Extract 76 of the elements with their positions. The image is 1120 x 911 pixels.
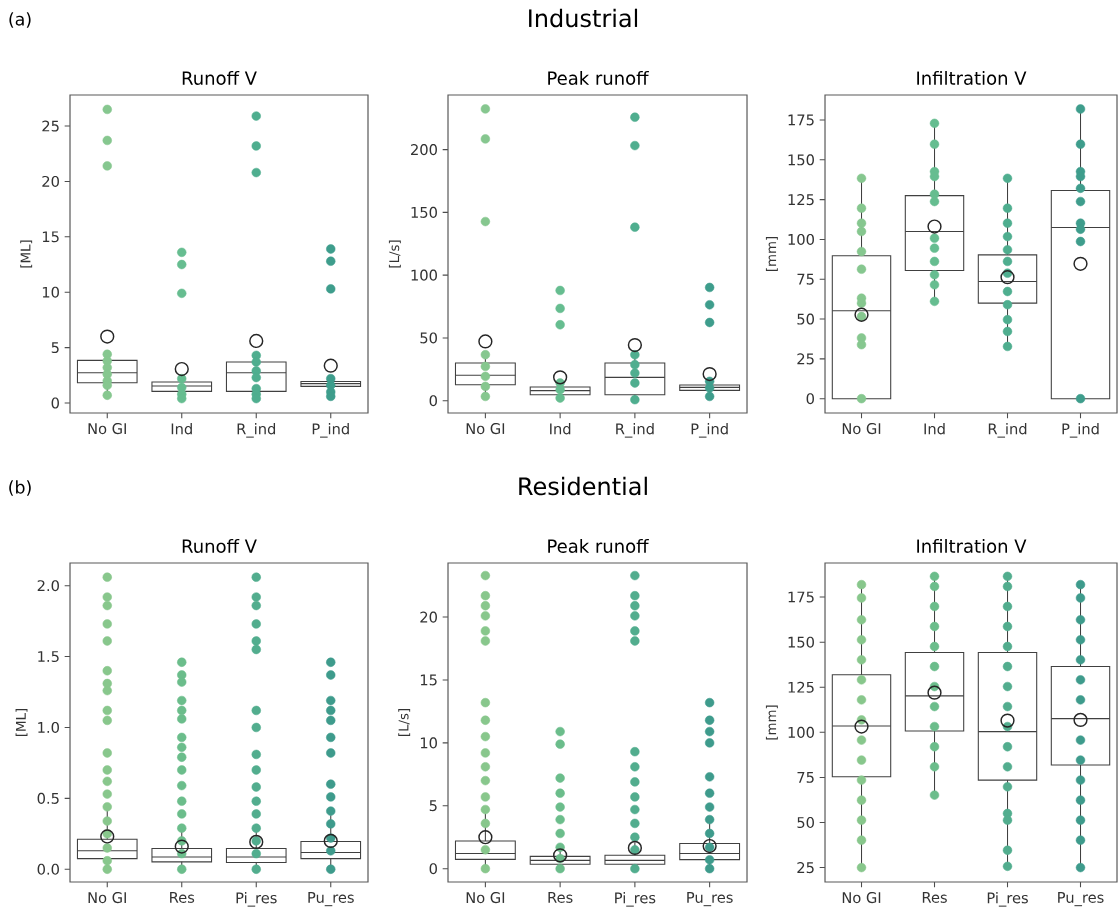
- x-tick-label: Res: [548, 892, 573, 903]
- x-tick-label: Res: [922, 892, 947, 903]
- x-tick-label: R_ind: [616, 422, 654, 438]
- y-tick-label: 1.5: [38, 651, 59, 662]
- x-tick-label: P_ind: [312, 422, 349, 438]
- y-tick-label: 0: [806, 393, 814, 405]
- y-tick-label: 10: [42, 286, 59, 298]
- y-axis-title: [L/s]: [388, 240, 401, 268]
- y-tick-label: 15: [420, 674, 437, 686]
- chart-title: Infiltration V: [917, 70, 1027, 85]
- x-tick-label: Pu_res: [687, 892, 733, 907]
- y-tick-label: 125: [788, 194, 814, 206]
- x-tick-label: No GI: [88, 423, 126, 435]
- x-tick-label: Pi_res: [236, 892, 277, 907]
- x-tick-label: Ind: [924, 423, 945, 435]
- y-tick-label: 25: [797, 862, 814, 874]
- chart-title: Infiltration V: [917, 538, 1027, 553]
- y-axis-title: [mm]: [765, 705, 778, 740]
- y-axis-title: [ML]: [15, 708, 28, 736]
- y-tick-label: 0: [429, 395, 437, 407]
- x-tick-label: P_ind: [691, 422, 728, 438]
- x-tick-label: No GI: [842, 892, 881, 904]
- x-tick-label: Ind: [171, 422, 192, 435]
- y-tick-label: 75: [797, 273, 814, 285]
- y-axis-title: [L/s]: [398, 708, 411, 736]
- y-tick-label: 1.0: [38, 721, 59, 733]
- y-tick-label: 50: [797, 313, 814, 325]
- text: Residential: [519, 476, 647, 496]
- y-tick-label: 75: [797, 771, 814, 783]
- x-tick-label: Pi_res: [615, 892, 656, 907]
- y-tick-label: 5: [51, 342, 59, 354]
- y-tick-label: 0.5: [37, 792, 59, 804]
- x-tick-label: Pu_res: [308, 892, 354, 907]
- y-tick-label: 175: [788, 114, 814, 126]
- x-tick-label: Ind: [550, 422, 571, 435]
- y-tick-label: 100: [411, 269, 437, 281]
- x-tick-label: No GI: [842, 423, 881, 435]
- y-tick-label: 5: [429, 800, 437, 812]
- x-tick-label: P_ind: [1062, 423, 1099, 438]
- x-tick-label: R_ind: [988, 423, 1027, 438]
- y-tick-label: 25: [797, 353, 814, 365]
- chart-title: Peak runoff: [548, 70, 649, 85]
- y-tick-label: 20: [420, 611, 437, 623]
- y-tick-label: 0: [429, 863, 437, 875]
- y-tick-label: 175: [788, 591, 814, 603]
- chart-title: Runoff V: [182, 70, 257, 85]
- y-tick-label: 15: [42, 231, 59, 243]
- y-tick-label: 200: [411, 144, 437, 156]
- y-tick-label: 100: [788, 726, 814, 738]
- x-tick-label: No GI: [466, 423, 505, 435]
- y-tick-label: 0.0: [37, 863, 59, 875]
- y-tick-label: 150: [788, 154, 814, 166]
- y-tick-label: 150: [411, 206, 437, 218]
- chart-title: Peak runoff: [548, 538, 649, 553]
- y-tick-label: 25: [42, 120, 59, 132]
- y-axis-title: [mm]: [765, 236, 778, 271]
- y-tick-label: 20: [42, 175, 59, 187]
- y-tick-label: 0: [51, 397, 59, 409]
- y-tick-label: 150: [788, 636, 814, 648]
- x-tick-label: Pi_res: [987, 892, 1028, 907]
- text: (a): [9, 12, 31, 28]
- y-tick-label: 10: [420, 737, 437, 749]
- y-tick-label: 100: [788, 233, 814, 245]
- y-tick-label: 2.0: [37, 580, 59, 592]
- x-tick-label: Res: [170, 892, 195, 903]
- text: Industrial: [529, 8, 638, 28]
- y-tick-label: 50: [420, 332, 437, 344]
- x-tick-label: No GI: [88, 892, 126, 904]
- x-tick-label: No GI: [466, 892, 505, 904]
- text: (b): [9, 480, 31, 496]
- y-axis-title: [ML]: [20, 240, 33, 268]
- x-tick-label: R_ind: [237, 422, 276, 438]
- chart-title: Runoff V: [182, 538, 257, 553]
- y-tick-label: 125: [788, 681, 814, 693]
- x-tick-label: Pu_res: [1058, 892, 1104, 907]
- y-tick-label: 50: [797, 816, 814, 828]
